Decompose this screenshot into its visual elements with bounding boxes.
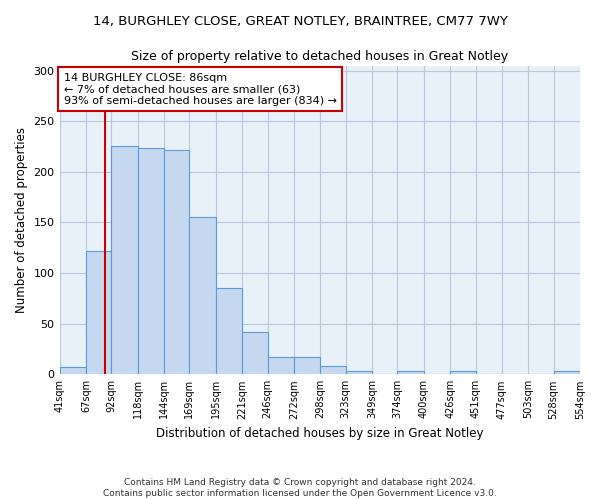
- Text: 14 BURGHLEY CLOSE: 86sqm
← 7% of detached houses are smaller (63)
93% of semi-de: 14 BURGHLEY CLOSE: 86sqm ← 7% of detache…: [64, 72, 337, 106]
- Bar: [346, 372, 372, 374]
- Bar: [294, 357, 320, 374]
- Bar: [137, 148, 164, 374]
- Bar: [397, 372, 424, 374]
- Bar: [450, 372, 476, 374]
- Bar: [190, 218, 216, 374]
- Bar: [59, 367, 86, 374]
- Bar: [554, 372, 580, 374]
- Bar: [111, 146, 137, 374]
- Bar: [216, 288, 242, 374]
- Bar: [164, 150, 190, 374]
- Y-axis label: Number of detached properties: Number of detached properties: [15, 127, 28, 313]
- X-axis label: Distribution of detached houses by size in Great Notley: Distribution of detached houses by size …: [156, 427, 484, 440]
- Text: Contains HM Land Registry data © Crown copyright and database right 2024.
Contai: Contains HM Land Registry data © Crown c…: [103, 478, 497, 498]
- Title: Size of property relative to detached houses in Great Notley: Size of property relative to detached ho…: [131, 50, 508, 63]
- Bar: [320, 366, 346, 374]
- Bar: [86, 251, 111, 374]
- Text: 14, BURGHLEY CLOSE, GREAT NOTLEY, BRAINTREE, CM77 7WY: 14, BURGHLEY CLOSE, GREAT NOTLEY, BRAINT…: [92, 15, 508, 28]
- Bar: [242, 332, 268, 374]
- Bar: [268, 357, 294, 374]
